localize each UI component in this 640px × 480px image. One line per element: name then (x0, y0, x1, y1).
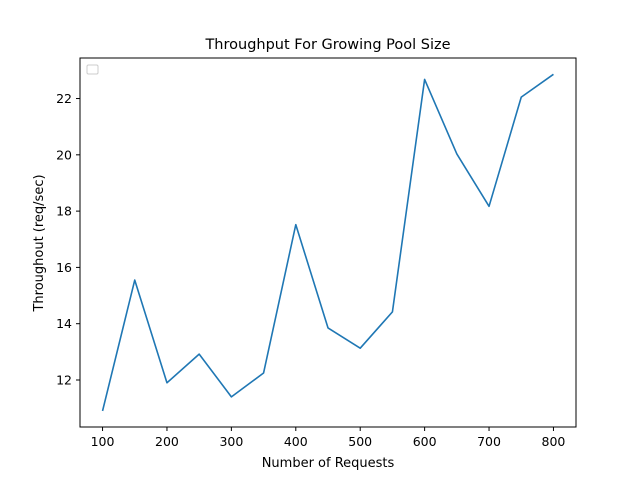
x-tick-label: 600 (413, 434, 437, 449)
y-tick-label: 16 (56, 260, 72, 275)
x-tick-label: 100 (91, 434, 115, 449)
x-tick-label: 400 (284, 434, 308, 449)
chart-title: Throughput For Growing Pool Size (204, 37, 450, 53)
y-tick-label: 12 (56, 372, 72, 387)
y-tick-label: 14 (56, 316, 72, 331)
y-axis-label: Throughout (req/sec) (32, 174, 47, 312)
plot-area (101, 73, 554, 412)
x-tick-label: 300 (219, 434, 243, 449)
x-axis-label: Number of Requests (262, 456, 395, 471)
y-tick-label: 22 (56, 91, 72, 106)
plot-frame (79, 57, 577, 428)
y-tick-label: 18 (56, 204, 72, 219)
x-ticks: 100 200 300 400 500 600 700 800 (91, 427, 566, 449)
series-line (101, 73, 554, 412)
x-tick-label: 200 (155, 434, 179, 449)
x-tick-label: 500 (348, 434, 372, 449)
x-tick-label: 800 (542, 434, 566, 449)
y-tick-label: 20 (56, 147, 72, 162)
y-ticks: 12 14 16 18 20 22 (56, 91, 80, 387)
legend-box (86, 64, 99, 75)
x-tick-label: 700 (477, 434, 501, 449)
